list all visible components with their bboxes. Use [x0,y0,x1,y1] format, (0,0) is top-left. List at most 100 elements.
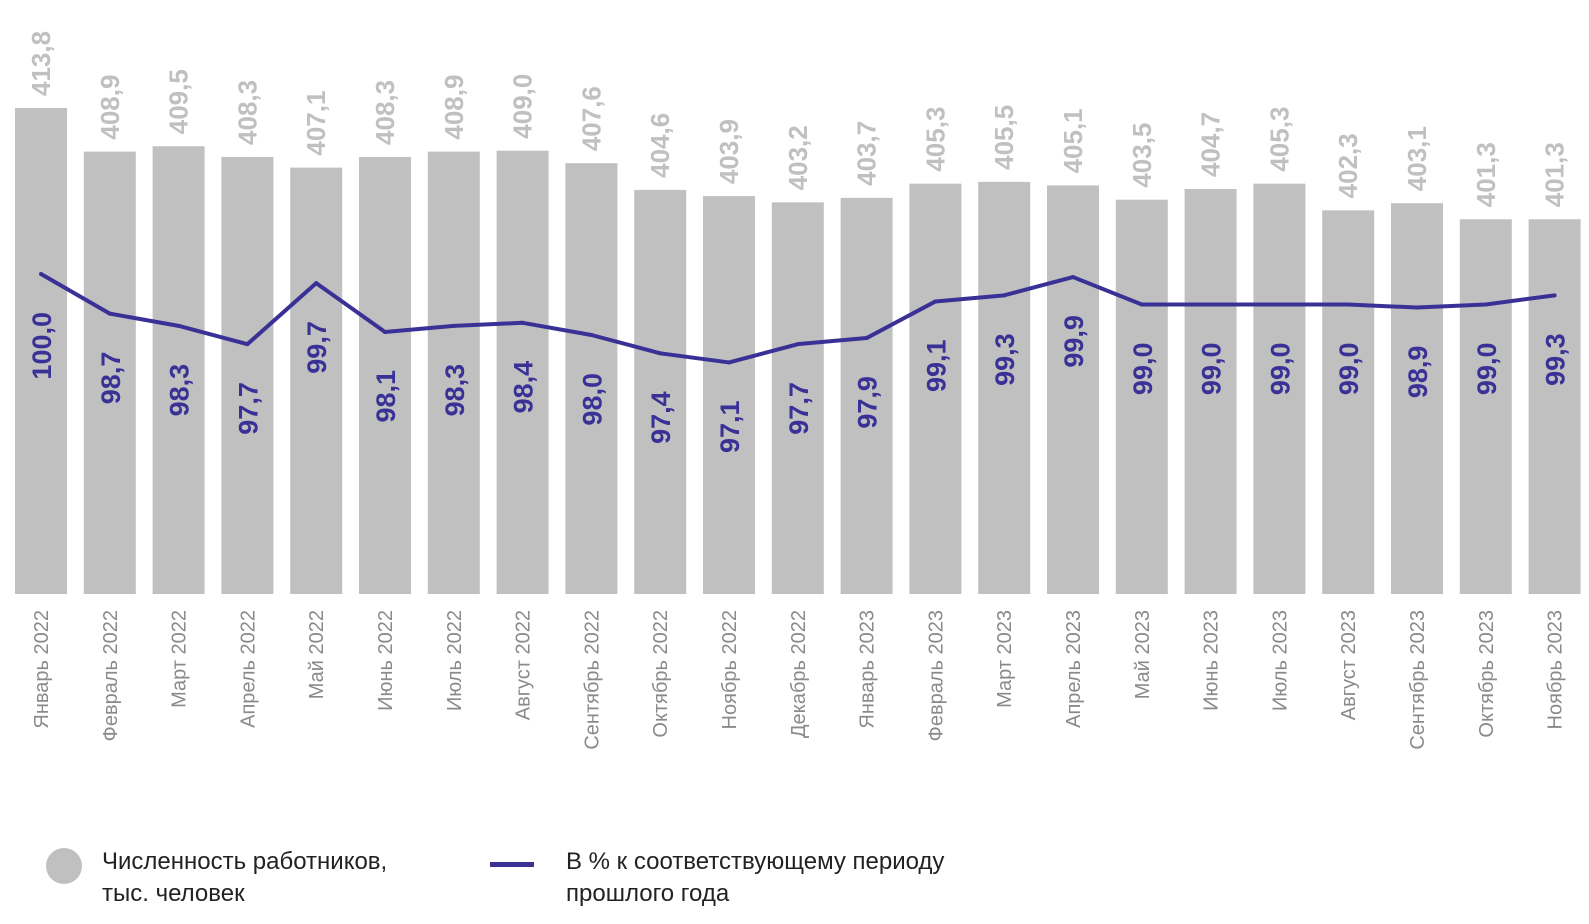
line-point [864,336,869,341]
bar [909,183,962,594]
bar [978,181,1031,594]
bar [221,156,274,594]
bar [1528,219,1581,594]
bar [1184,188,1237,595]
category-label: Декабрь 2022 [788,610,810,738]
legend-label-line-line1: В % к соответствующему периоду [566,848,945,875]
category-label: Май 2023 [1132,610,1154,699]
bar-value-label: 403,2 [783,125,813,190]
bar [1047,185,1099,594]
bar [771,202,824,594]
line-point [1002,293,1007,298]
bar-value-label: 402,3 [1333,133,1363,198]
category-label: Июнь 2023 [1201,610,1223,711]
bar-value-label: 403,1 [1402,126,1432,191]
line-value-label: 98,9 [1403,346,1433,399]
category-label: Ноябрь 2022 [719,610,741,729]
line-point [383,329,387,334]
category-label: Апрель 2023 [1063,610,1085,728]
line-point [1071,275,1075,280]
bar-value-label: 403,5 [1127,123,1157,188]
bar [1391,203,1443,595]
legend-label-bars: Численность работников, тыс. человек [102,846,387,910]
bar-value-label: 409,0 [508,74,538,139]
line-point [1208,302,1213,307]
bar-value-label: 401,3 [1471,142,1501,207]
line-labels-layer: 100,0 98,7 98,3 97,7 99,7 98,1 98,3 98,4 98,0 97,… [27,312,1571,453]
category-label: Март 2023 [994,610,1016,708]
category-label: Июль 2022 [444,610,466,711]
bar [15,108,67,594]
line-point [314,281,319,286]
line-point [933,299,938,304]
line-point [245,342,250,347]
bar-value-label: 408,3 [370,80,400,145]
line-point [176,323,181,328]
bar-value-label: 404,7 [1196,112,1226,177]
bar [1322,210,1375,594]
line-point [451,323,456,328]
bar [1459,219,1512,594]
category-label: Октябрь 2022 [650,610,672,738]
line-value-label: 97,7 [233,382,263,435]
category-label: Июнь 2022 [375,610,397,711]
bar [152,146,205,594]
line-value-label: 97,9 [853,376,883,429]
category-label: Октябрь 2023 [1476,610,1498,738]
category-label: Июль 2023 [1269,610,1291,711]
legend-label-bars-line1: Численность работников, [102,848,388,875]
line-value-label: 99,3 [990,333,1020,386]
bar-value-label: 403,7 [852,121,882,186]
bar [290,167,343,594]
legend-label-bars-line2: тыс. человек [102,880,245,907]
bar-value-label: 407,6 [576,86,606,151]
line-point [1552,293,1557,298]
bar [83,151,136,595]
bar [840,197,893,594]
bar-value-label: 409,5 [164,69,194,134]
line-value-label: 99,9 [1059,315,1089,368]
category-label: Сентябрь 2023 [1407,610,1429,750]
category-label: Апрель 2022 [237,610,259,728]
category-label: Январь 2023 [857,610,879,729]
line-value-label: 98,4 [509,361,539,414]
category-label: Ноябрь 2023 [1545,610,1567,729]
line-value-label: 97,4 [646,391,676,444]
line-value-label: 99,1 [921,339,951,392]
line-layer [39,272,1557,365]
bar-value-label: 404,6 [645,113,675,178]
legend-label-line-line2: прошлого года [566,880,730,907]
line-value-label: 98,0 [577,373,607,426]
category-label: Февраль 2022 [100,610,122,741]
bar-value-label: 405,5 [989,105,1019,170]
bar-value-label: 408,9 [95,75,125,140]
line-value-label: 99,0 [1334,343,1364,396]
line-value-label: 97,1 [715,400,745,453]
line-point [1483,302,1488,307]
bar-value-label: 405,1 [1058,108,1088,173]
line-value-label: 100,0 [27,312,57,380]
line-point [1139,302,1144,307]
legend-label-line: В % к соответствующему периоду прошлого … [566,846,944,910]
bar-value-label: 401,3 [1540,142,1570,207]
bar-labels-layer: 413,8 408,9 409,5 408,3 407,1 408,3 408,9 409,0… [26,31,1570,207]
line-value-label: 99,7 [302,321,332,374]
line-point [39,272,43,276]
line-value-label: 99,0 [1128,343,1158,396]
bars-layer [15,108,1581,595]
line-point [658,351,663,356]
bar-value-label: 405,3 [920,107,950,172]
category-labels-layer: Январь 2022 Февраль 2022 Март 2022 Апрель 2… [31,610,1567,750]
line-point [107,311,112,316]
bar [496,150,549,594]
bar [1115,199,1168,595]
bar [427,151,480,595]
line-point [1346,302,1351,307]
bar [1253,183,1306,594]
line-point [520,320,525,325]
category-label: Май 2022 [306,610,328,699]
category-label: Февраль 2023 [925,610,947,741]
bar-value-label: 408,3 [232,80,262,145]
bar-value-label: 405,3 [1264,107,1294,172]
